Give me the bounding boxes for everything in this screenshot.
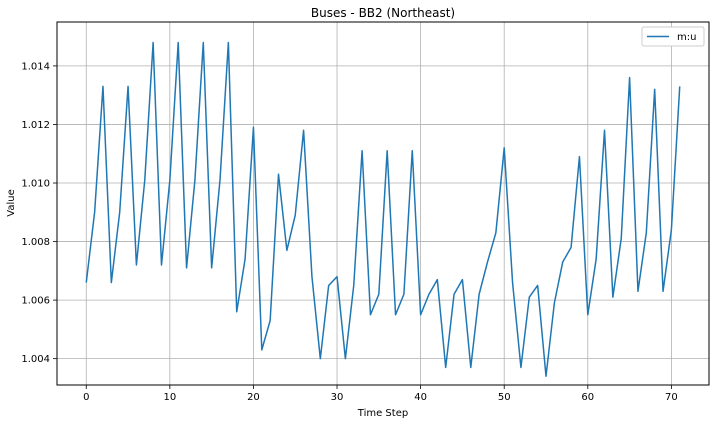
y-tick-label: 1.008 <box>21 237 50 248</box>
plot-area <box>56 21 710 386</box>
legend-box <box>641 26 705 47</box>
x-tick-label: 10 <box>163 392 176 403</box>
legend-label: m:u <box>677 32 696 43</box>
y-tick-label: 1.004 <box>21 354 50 365</box>
y-tick-label: 1.012 <box>21 120 50 131</box>
series-line-m-u <box>85 41 681 377</box>
x-tick-label: 0 <box>83 392 89 403</box>
x-tick-label: 30 <box>331 392 344 403</box>
axis-ticks: 0 10 20 30 40 50 60 70 1.004 1.006 1.008 1.010 1.012… <box>21 61 677 403</box>
x-tick-label: 70 <box>665 392 678 403</box>
chart-title: Buses - BB2 (Northeast) <box>311 6 455 20</box>
series-layer <box>85 41 681 377</box>
x-axis-label: Time Step <box>357 408 408 419</box>
y-tick-label: 1.010 <box>21 179 50 190</box>
x-tick-label: 60 <box>581 392 594 403</box>
x-tick-label: 50 <box>498 392 511 403</box>
x-tick-label: 40 <box>414 392 427 403</box>
x-tick-label: 20 <box>247 392 260 403</box>
grid <box>57 22 709 385</box>
y-tick-label: 1.014 <box>21 61 50 72</box>
y-tick-label: 1.006 <box>21 296 50 307</box>
y-axis-label: Value <box>6 189 17 216</box>
legend: m:u <box>641 26 705 47</box>
